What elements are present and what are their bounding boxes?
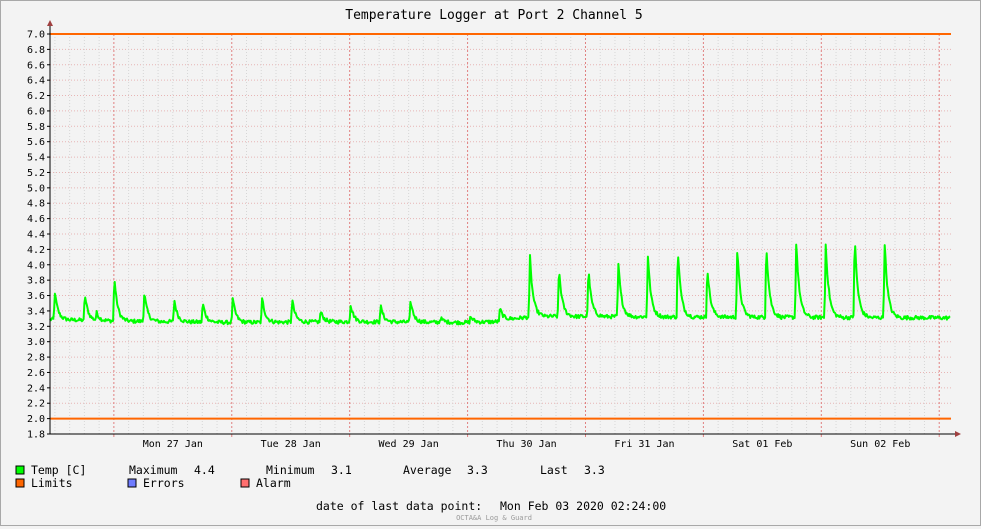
y-tick-label: 6.2 — [27, 91, 45, 102]
legend-label-errors: Errors — [143, 476, 185, 490]
y-tick-label: 4.2 — [27, 245, 45, 256]
y-axis-ticks: 1.8 2.0 2.2 2.4 2.6 2.8 3.0 3.2 3.4 3.6 3.8 4.0 4.2 4… — [27, 30, 50, 441]
y-tick-label: 4.0 — [27, 260, 45, 271]
stat-min-label: Minimum — [266, 463, 315, 477]
stat-max-value: 4.4 — [194, 463, 215, 477]
temperature-series — [49, 243, 951, 326]
stat-last-label: Last — [540, 463, 568, 477]
y-tick-label: 2.8 — [27, 353, 45, 364]
axes — [47, 20, 961, 437]
y-tick-label: 2.4 — [27, 383, 45, 394]
y-tick-label: 2.0 — [27, 414, 45, 425]
legend-swatch-limits — [15, 478, 25, 488]
y-tick-label: 4.4 — [27, 230, 45, 241]
temp-line — [49, 243, 951, 326]
footer-last-point-value: Mon Feb 03 2020 02:24:00 — [500, 499, 666, 513]
stat-avg-label: Average — [403, 463, 452, 477]
x-tick-label: Mon 27 Jan — [143, 439, 203, 450]
y-tick-label: 6.4 — [27, 76, 45, 87]
stat-min-value: 3.1 — [331, 463, 352, 477]
grid-lines — [50, 33, 951, 434]
y-tick-label: 5.6 — [27, 137, 45, 148]
y-tick-label: 5.2 — [27, 168, 45, 179]
limit-lines — [50, 33, 951, 420]
stat-max-label: Maximum — [129, 463, 178, 477]
y-tick-label: 5.4 — [27, 153, 45, 164]
x-tick-label: Wed 29 Jan — [379, 439, 439, 450]
y-tick-label: 2.2 — [27, 399, 45, 410]
y-tick-label: 3.2 — [27, 322, 45, 333]
chart-title: Temperature Logger at Port 2 Channel 5 — [345, 8, 642, 23]
legend-swatch-errors — [127, 478, 137, 488]
y-tick-label: 3.6 — [27, 291, 45, 302]
legend-swatch-alarm — [240, 478, 250, 488]
y-tick-label: 6.0 — [27, 106, 45, 117]
y-tick-label: 1.8 — [27, 430, 45, 441]
legend-label-limits: Limits — [31, 476, 73, 490]
y-tick-label: 6.6 — [27, 60, 45, 71]
legend-swatch-temp — [15, 465, 25, 475]
y-tick-label: 4.6 — [27, 214, 45, 225]
stat-last-value: 3.3 — [584, 463, 605, 477]
x-tick-label: Sat 01 Feb — [732, 439, 792, 450]
x-axis-ticks: Mon 27 Jan Tue 28 Jan Wed 29 Jan Thu 30 Jan… — [113, 434, 940, 450]
y-tick-label: 5.8 — [27, 122, 45, 133]
legend-label-temp: Temp [C] — [31, 463, 86, 477]
x-tick-label: Tue 28 Jan — [261, 439, 321, 450]
y-tick-label: 3.4 — [27, 306, 45, 317]
y-tick-label: 3.0 — [27, 337, 45, 348]
stat-avg-value: 3.3 — [467, 463, 488, 477]
x-axis-arrow — [955, 431, 961, 437]
y-axis-arrow — [47, 20, 53, 26]
x-tick-label: Sun 02 Feb — [850, 439, 910, 450]
brand-label: OCTA&A Log & Guard — [456, 514, 532, 522]
y-tick-label: 2.6 — [27, 368, 45, 379]
y-tick-label: 3.8 — [27, 276, 45, 287]
x-tick-label: Fri 31 Jan — [614, 439, 674, 450]
y-tick-label: 5.0 — [27, 183, 45, 194]
y-tick-label: 4.8 — [27, 199, 45, 210]
footer-last-point-label: date of last data point: — [316, 499, 482, 513]
legend-label-alarm: Alarm — [256, 476, 291, 490]
x-tick-label: Thu 30 Jan — [496, 439, 556, 450]
y-tick-label: 7.0 — [27, 30, 45, 41]
y-tick-label: 6.8 — [27, 45, 45, 56]
